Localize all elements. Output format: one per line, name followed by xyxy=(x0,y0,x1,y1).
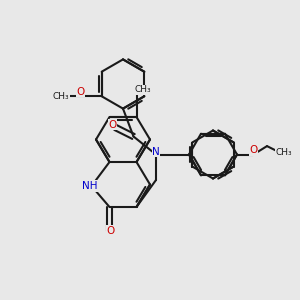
Text: O: O xyxy=(107,226,115,236)
Text: CH₃: CH₃ xyxy=(275,148,292,157)
Text: O: O xyxy=(108,119,117,130)
Text: NH: NH xyxy=(82,181,98,191)
Text: CH₃: CH₃ xyxy=(134,85,151,94)
Text: N: N xyxy=(152,146,160,157)
Text: O: O xyxy=(249,145,258,155)
Text: CH₃: CH₃ xyxy=(53,92,70,101)
Text: O: O xyxy=(76,87,85,97)
